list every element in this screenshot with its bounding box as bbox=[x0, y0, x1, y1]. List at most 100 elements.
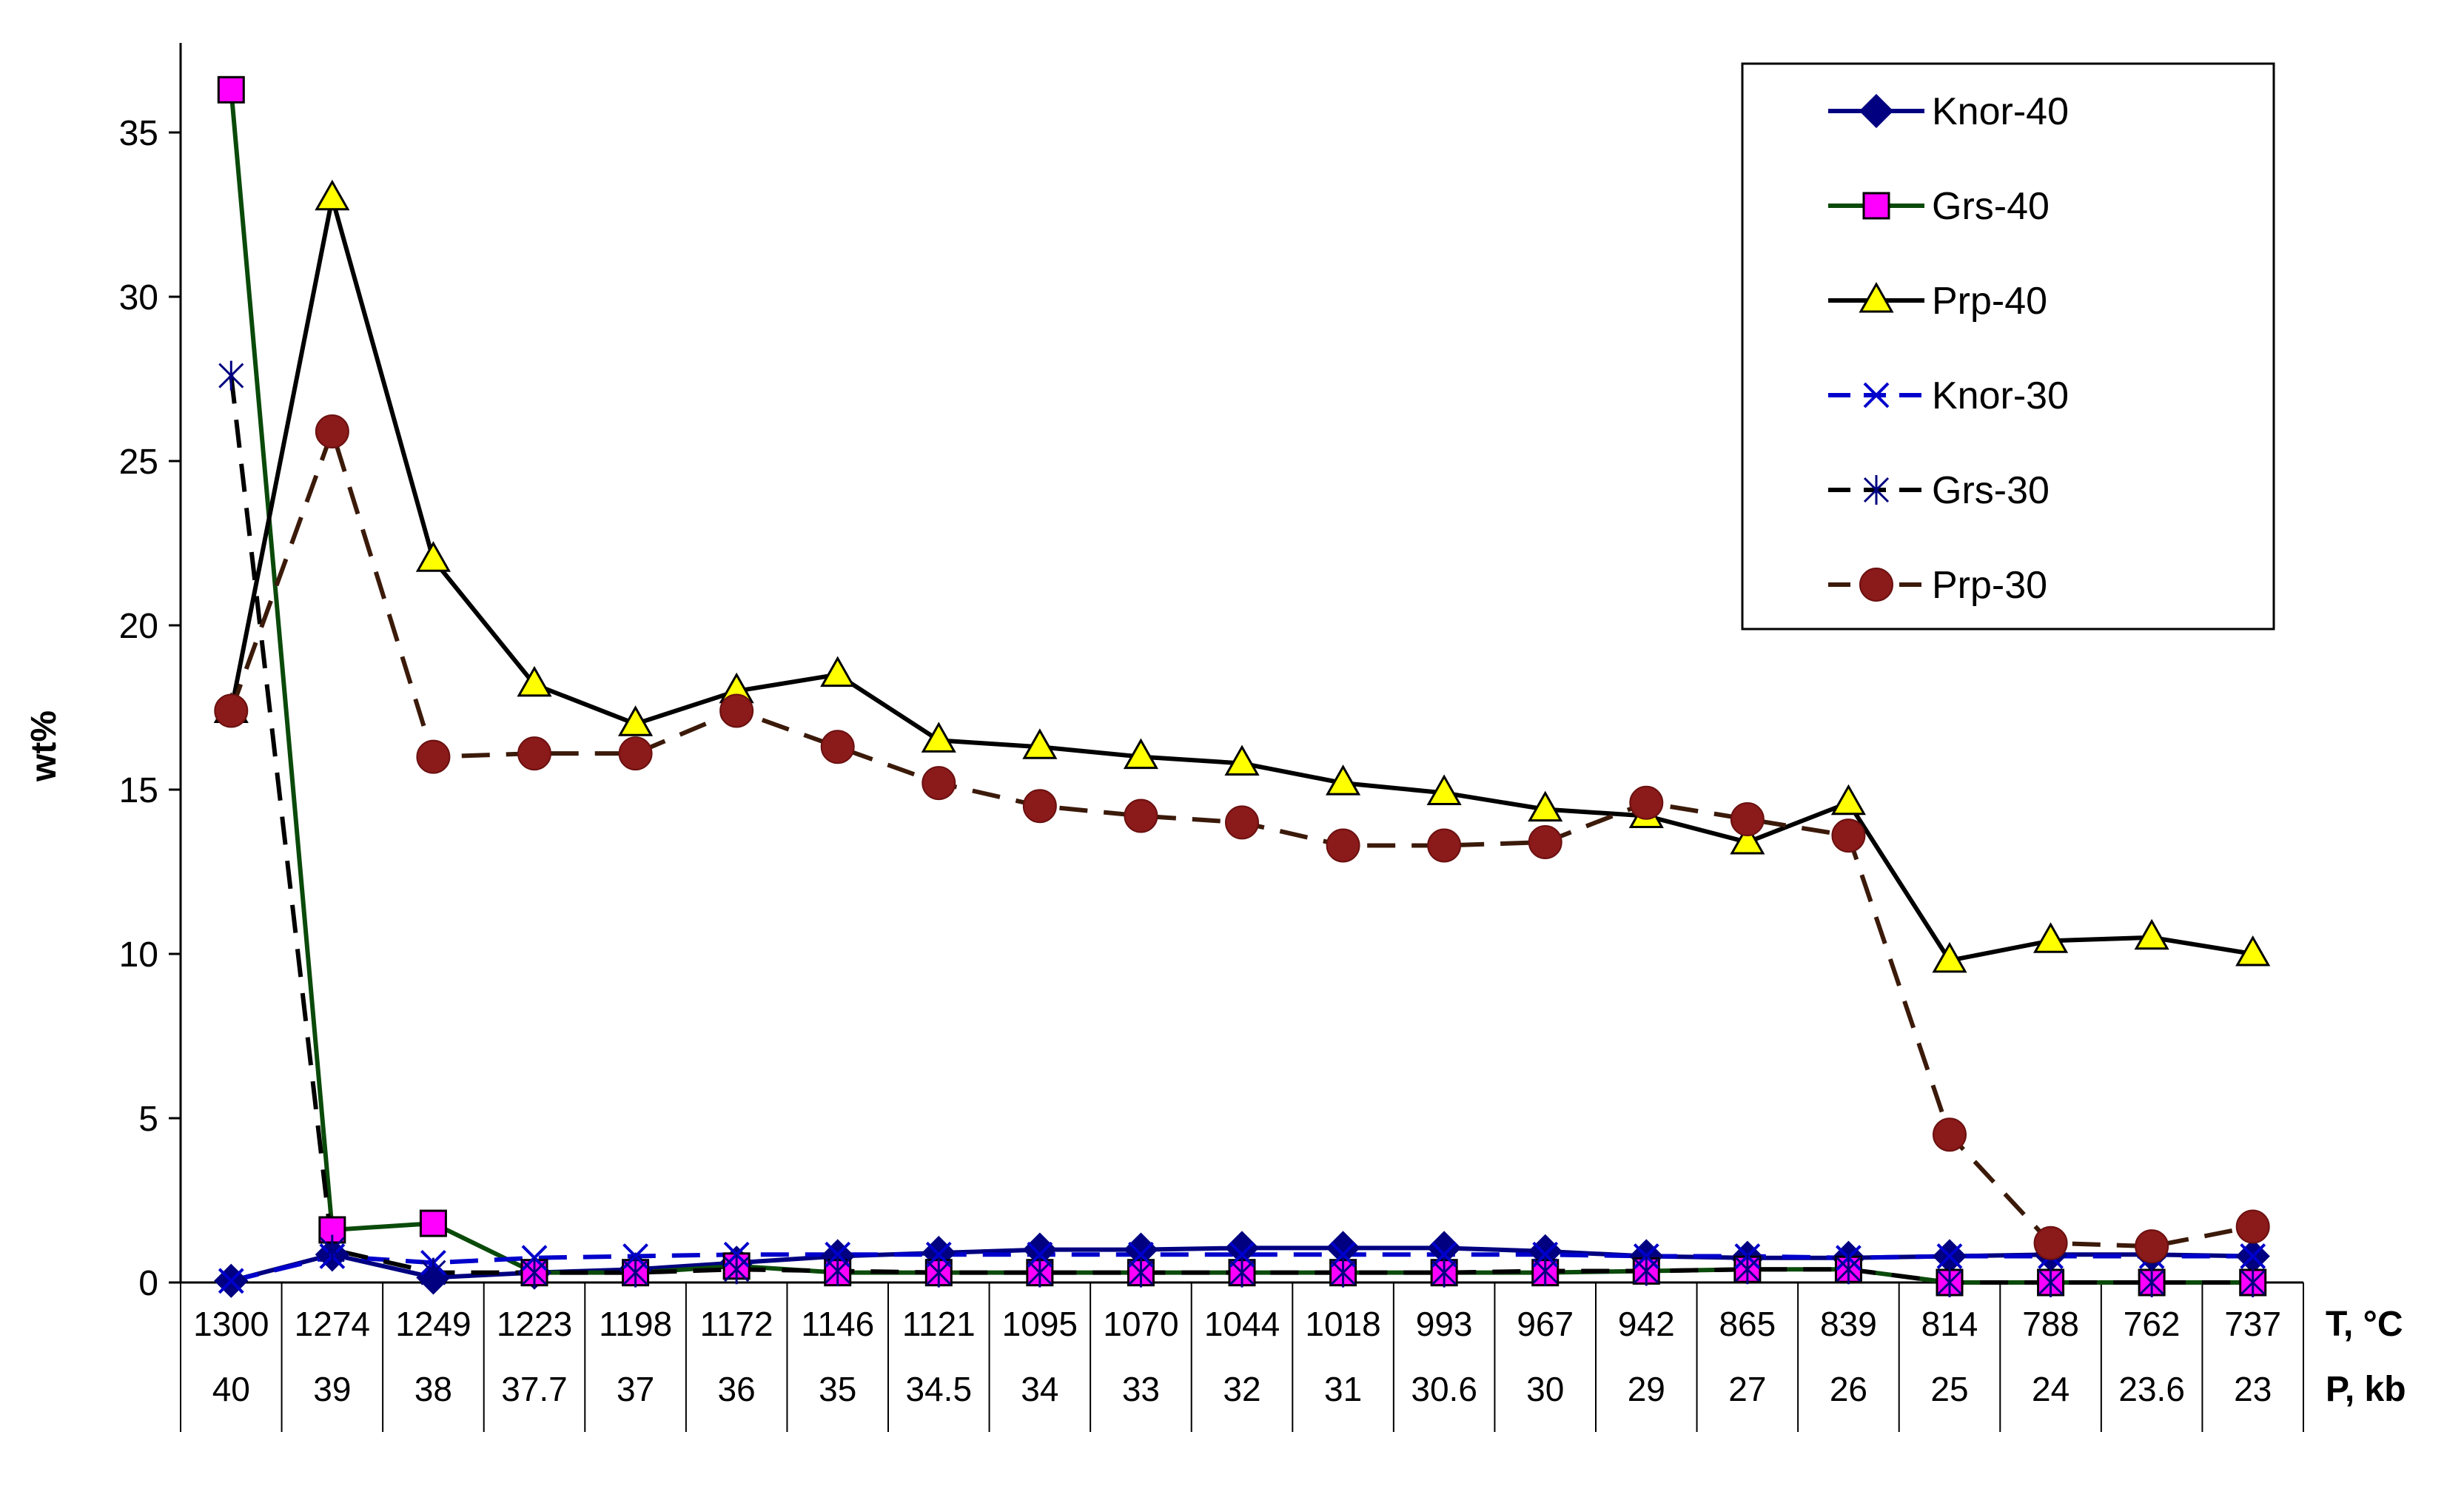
pressure-label: 25 bbox=[1930, 1370, 1968, 1408]
pressure-label: 31 bbox=[1324, 1370, 1362, 1408]
data-point-grs-30 bbox=[521, 1257, 548, 1288]
data-point-prp-30 bbox=[315, 414, 349, 449]
data-point-grs-30 bbox=[2139, 1268, 2165, 1297]
data-point-prp-40 bbox=[1022, 728, 1058, 759]
data-point-prp-40 bbox=[2032, 922, 2069, 953]
data-point-grs-30 bbox=[218, 360, 244, 391]
data-point-prp-30 bbox=[1629, 785, 1664, 820]
data-point-prp-40 bbox=[820, 656, 856, 687]
data-point-prp-40 bbox=[1123, 738, 1159, 770]
pressure-label: 34 bbox=[1021, 1370, 1058, 1408]
temperature-label: 967 bbox=[1517, 1305, 1574, 1343]
pressure-label: 35 bbox=[819, 1370, 856, 1408]
data-point-prp-30 bbox=[214, 693, 249, 728]
data-point-grs-30 bbox=[1532, 1256, 1558, 1286]
pressure-label: 34.5 bbox=[906, 1370, 973, 1408]
data-point-prp-30 bbox=[1427, 828, 1462, 863]
legend-box bbox=[1741, 62, 2275, 631]
legend-label-knor-30: Knor-30 bbox=[1932, 374, 2069, 417]
temperature-label: 1198 bbox=[599, 1305, 672, 1343]
temperature-label: 1172 bbox=[700, 1305, 773, 1343]
data-point-grs-30 bbox=[2038, 1268, 2064, 1297]
data-point-grs-30 bbox=[1634, 1256, 1659, 1286]
data-point-grs-30 bbox=[1936, 1268, 1963, 1297]
data-point-grs-30 bbox=[319, 1234, 345, 1265]
data-point-prp-30 bbox=[2235, 1209, 2270, 1244]
pressure-label: 27 bbox=[1728, 1370, 1766, 1408]
data-point-prp-40 bbox=[517, 665, 552, 697]
legend-label-grs-40: Grs-40 bbox=[1932, 185, 2050, 228]
data-point-prp-30 bbox=[1124, 799, 1158, 833]
legend: Knor-40 Grs-40 Prp-40 Knor-30 Grs-30 Prp-30 bbox=[1741, 62, 2275, 631]
data-point-prp-30 bbox=[517, 736, 551, 771]
data-point-grs-30 bbox=[1229, 1257, 1255, 1288]
pressure-label: 24 bbox=[2032, 1370, 2069, 1408]
pressure-label: 29 bbox=[1628, 1370, 1665, 1408]
y-tick-label: 15 bbox=[119, 771, 158, 810]
pressure-label: 33 bbox=[1122, 1370, 1160, 1408]
pressure-label: 37 bbox=[617, 1370, 654, 1408]
data-point-knor-30 bbox=[1229, 1241, 1255, 1268]
data-point-prp-30 bbox=[2033, 1226, 2068, 1260]
data-point-prp-40 bbox=[1932, 941, 1967, 973]
pressure-label: 30 bbox=[1526, 1370, 1564, 1408]
temperature-row-label: T, °C bbox=[2326, 1305, 2403, 1344]
data-point-grs-40 bbox=[217, 75, 245, 104]
pressure-label: 37.7 bbox=[501, 1370, 568, 1408]
temperature-label: 865 bbox=[1719, 1305, 1776, 1343]
pressure-label: 38 bbox=[414, 1370, 452, 1408]
data-point-grs-30 bbox=[1431, 1257, 1457, 1288]
data-point-grs-30 bbox=[926, 1257, 952, 1288]
legend-marker-grs-30 bbox=[1863, 475, 1890, 505]
data-point-prp-30 bbox=[820, 730, 855, 764]
data-point-prp-30 bbox=[618, 736, 653, 771]
temperature-label: 814 bbox=[1921, 1305, 1978, 1343]
data-point-prp-40 bbox=[1224, 744, 1260, 776]
data-point-prp-30 bbox=[922, 766, 956, 801]
data-point-knor-30 bbox=[1128, 1241, 1154, 1268]
legend-marker-knor-30 bbox=[1863, 382, 1890, 409]
temperature-label: 737 bbox=[2224, 1305, 2281, 1343]
y-tick-label: 35 bbox=[119, 114, 158, 153]
pressure-label: 23 bbox=[2234, 1370, 2272, 1408]
data-point-prp-40 bbox=[415, 541, 451, 572]
pressure-label: 40 bbox=[212, 1370, 250, 1408]
data-point-grs-40 bbox=[419, 1209, 447, 1237]
data-point-knor-30 bbox=[218, 1268, 244, 1294]
data-point-grs-30 bbox=[1128, 1257, 1154, 1288]
data-point-knor-30 bbox=[1431, 1241, 1457, 1268]
temperature-label: 1274 bbox=[295, 1305, 370, 1343]
data-point-prp-30 bbox=[1831, 818, 1866, 853]
pressure-label: 32 bbox=[1223, 1370, 1260, 1408]
temperature-label: 993 bbox=[1416, 1305, 1473, 1343]
temperature-label: 1121 bbox=[902, 1305, 976, 1343]
data-point-grs-30 bbox=[724, 1254, 750, 1285]
temperature-label: 788 bbox=[2022, 1305, 2079, 1343]
temperature-label: 1300 bbox=[193, 1305, 269, 1343]
data-point-prp-30 bbox=[416, 739, 451, 774]
y-tick-label: 20 bbox=[119, 607, 158, 646]
y-tick-label: 30 bbox=[119, 278, 158, 317]
data-point-prp-40 bbox=[617, 705, 654, 736]
legend-label-prp-30: Prp-30 bbox=[1932, 564, 2047, 607]
data-point-prp-30 bbox=[1933, 1117, 1967, 1152]
data-point-prp-40 bbox=[1730, 824, 1765, 855]
data-point-knor-30 bbox=[2240, 1243, 2266, 1269]
data-point-grs-30 bbox=[1734, 1254, 1760, 1285]
data-point-prp-40 bbox=[315, 179, 350, 211]
temperature-label: 1249 bbox=[395, 1305, 471, 1343]
y-tick-label: 10 bbox=[119, 935, 158, 975]
temperature-label: 839 bbox=[1820, 1305, 1877, 1343]
data-point-prp-30 bbox=[719, 693, 754, 728]
pressure-label: 30.6 bbox=[1411, 1370, 1477, 1408]
temperature-label: 1095 bbox=[1002, 1305, 1078, 1343]
data-point-grs-30 bbox=[2240, 1268, 2266, 1297]
legend-label-prp-40: Prp-40 bbox=[1932, 280, 2047, 323]
data-point-prp-30 bbox=[2135, 1229, 2169, 1264]
data-point-prp-40 bbox=[1426, 774, 1462, 805]
y-tick-label: 5 bbox=[138, 1100, 158, 1139]
legend-marker-prp-40 bbox=[1859, 281, 1894, 313]
axes: 0 5 10 15 20 25 30 35 1300 1274 1249 1223 1198 1172 11… bbox=[119, 43, 2406, 1432]
data-point-grs-30 bbox=[825, 1256, 850, 1286]
